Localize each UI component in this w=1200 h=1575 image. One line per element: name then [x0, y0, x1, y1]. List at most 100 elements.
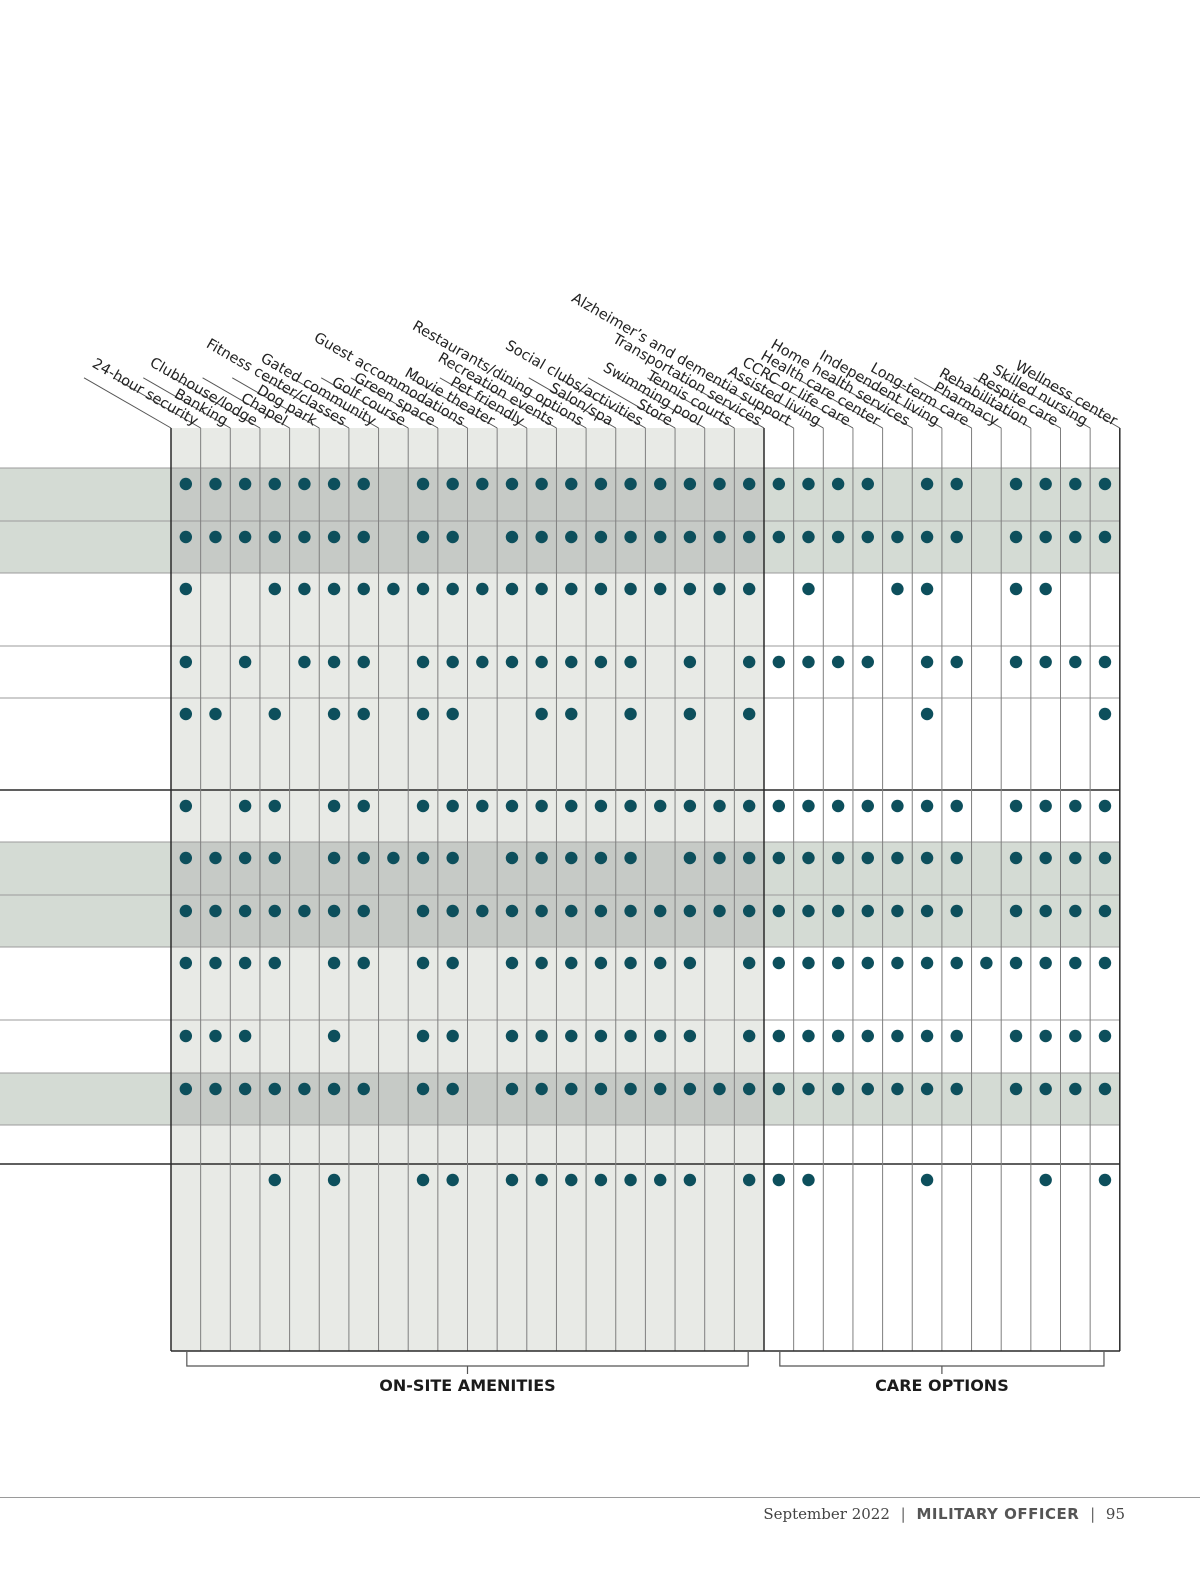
availability-dot [594, 477, 608, 491]
availability-dot [742, 655, 756, 669]
availability-dot [950, 904, 963, 918]
availability-dot [742, 851, 756, 865]
availability-dot [1009, 904, 1023, 918]
footer-line: September 2022 | MILITARY OFFICER | 95 [763, 1505, 1125, 1523]
availability-dot [446, 904, 459, 918]
availability-dot [446, 530, 459, 544]
footer-separator: | [1090, 1505, 1096, 1523]
availability-dot [565, 582, 578, 596]
availability-dot [327, 851, 341, 865]
column-slant [83, 377, 172, 429]
column-slant [202, 377, 290, 429]
availability-dot [624, 707, 637, 721]
availability-dot [357, 582, 370, 596]
column-slant [913, 377, 1002, 429]
availability-dot [1009, 655, 1023, 669]
group-bracket [186, 1352, 749, 1374]
availability-dot [683, 851, 697, 865]
availability-dot [802, 582, 815, 596]
availability-dot [179, 799, 193, 813]
availability-dot [802, 1082, 815, 1096]
column-slant [647, 377, 735, 429]
availability-dot [624, 530, 637, 544]
availability-dot [831, 477, 845, 491]
availability-dot [742, 1082, 756, 1096]
availability-dot [505, 477, 519, 491]
availability-dot [713, 582, 726, 596]
availability-dot [802, 851, 815, 865]
availability-dot [654, 1173, 667, 1187]
availability-dot [1069, 851, 1082, 865]
column-slant [232, 377, 320, 429]
availability-dot [1098, 477, 1112, 491]
availability-dot [327, 1173, 341, 1187]
availability-dot [861, 956, 874, 970]
availability-dot [446, 1082, 459, 1096]
availability-dot [446, 851, 459, 865]
availability-dot [535, 1029, 548, 1043]
column-slant [469, 377, 557, 429]
availability-dot [238, 956, 252, 970]
availability-dot [891, 799, 904, 813]
column-slant [617, 377, 705, 429]
column-slant [1002, 377, 1091, 429]
availability-dot [357, 477, 370, 491]
availability-dot [476, 799, 489, 813]
availability-dot [1039, 799, 1052, 813]
availability-dot [268, 1173, 281, 1187]
availability-dot [891, 530, 904, 544]
availability-dot [1069, 799, 1082, 813]
footer-separator: | [900, 1505, 906, 1523]
availability-dot [772, 1082, 786, 1096]
availability-dot [268, 1082, 281, 1096]
availability-dot [772, 530, 786, 544]
availability-dot [831, 904, 845, 918]
availability-dot [268, 707, 281, 721]
availability-dot [920, 904, 934, 918]
availability-dot [327, 707, 341, 721]
availability-dot [327, 477, 341, 491]
availability-dot [861, 477, 874, 491]
availability-dot [891, 582, 904, 596]
availability-dot [624, 1082, 637, 1096]
availability-dot [594, 655, 608, 669]
availability-dot [624, 904, 637, 918]
availability-dot [624, 655, 637, 669]
availability-dot [1009, 799, 1023, 813]
availability-dot [327, 956, 341, 970]
column-slant [172, 377, 261, 429]
availability-dot [179, 904, 193, 918]
availability-dot [1009, 1082, 1023, 1096]
column-slant [973, 377, 1061, 429]
availability-dot [268, 904, 281, 918]
availability-dot [327, 1082, 341, 1096]
availability-dot [654, 1082, 667, 1096]
availability-dot [920, 655, 934, 669]
availability-dot [891, 851, 904, 865]
availability-dot [1098, 851, 1112, 865]
availability-dot [713, 851, 726, 865]
column-slant [825, 377, 913, 429]
availability-dot [920, 956, 934, 970]
availability-dot [565, 904, 578, 918]
availability-dot [861, 1082, 874, 1096]
availability-dot [476, 904, 489, 918]
availability-dot [505, 530, 519, 544]
availability-dot [535, 582, 548, 596]
availability-dot [268, 851, 281, 865]
availability-dot [772, 904, 786, 918]
availability-dot [1039, 477, 1052, 491]
availability-dot [742, 956, 756, 970]
availability-dot [179, 707, 193, 721]
availability-dot [446, 477, 459, 491]
availability-dot [209, 1029, 222, 1043]
footer-rule [0, 1497, 1200, 1498]
availability-dot [920, 582, 934, 596]
availability-dot [179, 655, 193, 669]
availability-dot [624, 1029, 637, 1043]
availability-dot [1098, 904, 1112, 918]
availability-dot [446, 956, 459, 970]
availability-dot [268, 477, 281, 491]
availability-dot [298, 655, 311, 669]
availability-dot [1069, 1082, 1082, 1096]
